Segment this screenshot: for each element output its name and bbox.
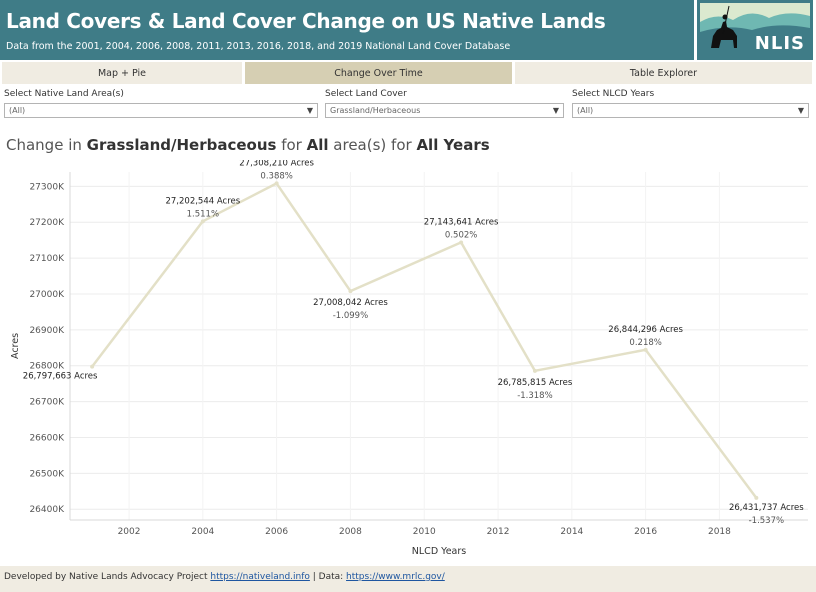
data-pct-label: -1.318% bbox=[517, 391, 552, 401]
tab-bar: Map + Pie Change Over Time Table Explore… bbox=[0, 62, 816, 84]
chart-title-part: for bbox=[276, 136, 307, 154]
series-line bbox=[91, 182, 758, 499]
chart-title-years: All Years bbox=[416, 136, 490, 154]
data-point[interactable] bbox=[348, 289, 353, 294]
land-cover-filter: Select Land Cover Grassland/Herbaceous ▼ bbox=[325, 89, 564, 118]
native-land-area-filter-label: Select Native Land Area(s) bbox=[4, 89, 124, 99]
nlcd-years-filter: Select NLCD Years (All) ▼ bbox=[572, 89, 809, 118]
logo-text: NLIS bbox=[754, 33, 805, 54]
chevron-down-icon: ▼ bbox=[797, 106, 804, 115]
footer-text: Developed by Native Lands Advocacy Proje… bbox=[4, 572, 211, 582]
data-point[interactable] bbox=[200, 219, 205, 224]
data-label: 27,008,042 Acres bbox=[313, 298, 388, 308]
land-cover-select[interactable]: Grassland/Herbaceous ▼ bbox=[325, 103, 564, 118]
native-land-area-filter: Select Native Land Area(s) (All) ▼ bbox=[4, 89, 318, 118]
x-tick-label: 2004 bbox=[191, 527, 214, 537]
x-tick-label: 2018 bbox=[708, 527, 731, 537]
data-point[interactable] bbox=[90, 364, 95, 369]
data-pct-label: 0.218% bbox=[629, 338, 661, 348]
tab-map-pie-label: Map + Pie bbox=[97, 67, 147, 79]
chart-title-part: Change in bbox=[6, 136, 87, 154]
data-pct-label: 0.502% bbox=[445, 230, 477, 240]
x-tick-label: 2008 bbox=[339, 527, 362, 537]
data-point[interactable] bbox=[274, 181, 279, 186]
y-axis-title: Acres bbox=[10, 333, 21, 359]
data-label: 26,431,737 Acres bbox=[729, 503, 804, 513]
x-tick-label: 2002 bbox=[118, 527, 141, 537]
nativeland-link[interactable]: https://nativeland.info bbox=[210, 572, 310, 582]
data-point[interactable] bbox=[532, 368, 537, 373]
data-label: 26,844,296 Acres bbox=[608, 325, 683, 335]
y-tick-label: 26400K bbox=[29, 505, 65, 515]
y-tick-label: 27000K bbox=[29, 290, 65, 300]
x-tick-label: 2016 bbox=[634, 527, 657, 537]
data-pct-label: -1.537% bbox=[749, 516, 784, 526]
line-chart-svg: 26400K 26500K 26600K 26700K 26800K 26900K 2700… bbox=[10, 158, 808, 557]
data-pct-label: 0.388% bbox=[260, 171, 292, 181]
x-tick-label: 2010 bbox=[413, 527, 436, 537]
chart-title-landcover: Grassland/Herbaceous bbox=[86, 136, 277, 154]
data-label: 27,143,641 Acres bbox=[424, 217, 499, 227]
data-pct-label: 1.511% bbox=[187, 209, 219, 219]
nlis-logo[interactable]: NLIS bbox=[697, 0, 813, 60]
chart-title: Change in Grassland/Herbaceous for All a… bbox=[6, 136, 490, 154]
filter-bar: Select Native Land Area(s) (All) ▼ Selec… bbox=[0, 89, 816, 121]
footer: Developed by Native Lands Advocacy Proje… bbox=[0, 566, 816, 592]
y-tick-label: 26700K bbox=[29, 398, 65, 408]
x-tick-label: 2006 bbox=[265, 527, 288, 537]
page-subtitle: Data from the 2001, 2004, 2006, 2008, 20… bbox=[6, 41, 511, 52]
y-tick-label: 26800K bbox=[29, 362, 65, 372]
data-label: 27,308,210 Acres bbox=[239, 160, 314, 168]
line-chart: 26400K 26500K 26600K 26700K 26800K 26900K 2700… bbox=[0, 158, 816, 560]
data-pct-label: -1.099% bbox=[333, 311, 368, 321]
native-land-area-select-value: (All) bbox=[9, 106, 26, 115]
tab-change-over-time[interactable]: Change Over Time bbox=[245, 62, 512, 84]
tab-table-explorer[interactable]: Table Explorer bbox=[515, 62, 812, 84]
chevron-down-icon: ▼ bbox=[306, 106, 313, 115]
tab-change-over-time-label: Change Over Time bbox=[334, 67, 423, 79]
y-tick-label: 26600K bbox=[29, 433, 65, 443]
x-tick-label: 2014 bbox=[560, 527, 583, 537]
x-axis-title: NLCD Years bbox=[412, 546, 466, 557]
y-tick-label: 27100K bbox=[29, 254, 65, 264]
x-tick-label: 2012 bbox=[487, 527, 510, 537]
footer-text: | Data: bbox=[309, 572, 347, 582]
nlcd-years-filter-label: Select NLCD Years bbox=[572, 89, 655, 99]
mrlc-link[interactable]: https://www.mrlc.gov/ bbox=[346, 572, 445, 582]
y-tick-label: 26500K bbox=[29, 469, 65, 479]
tab-table-explorer-label: Table Explorer bbox=[629, 67, 698, 79]
header-banner: Land Covers & Land Cover Change on US Na… bbox=[0, 0, 694, 60]
y-tick-label: 26900K bbox=[29, 326, 65, 336]
chevron-down-icon: ▼ bbox=[552, 106, 559, 115]
data-point[interactable] bbox=[459, 240, 464, 245]
y-tick-label: 27300K bbox=[29, 182, 65, 192]
chart-title-part: area(s) for bbox=[328, 136, 417, 154]
land-cover-filter-label: Select Land Cover bbox=[325, 89, 407, 99]
land-cover-select-value: Grassland/Herbaceous bbox=[330, 106, 421, 115]
tab-map-pie[interactable]: Map + Pie bbox=[2, 62, 242, 84]
page-title: Land Covers & Land Cover Change on US Na… bbox=[6, 9, 606, 33]
data-label: 27,202,544 Acres bbox=[165, 196, 240, 206]
data-label: 26,785,815 Acres bbox=[498, 378, 573, 388]
y-tick-label: 27200K bbox=[29, 218, 65, 228]
data-label: 26,797,663 Acres bbox=[23, 372, 98, 382]
nlcd-years-select[interactable]: (All) ▼ bbox=[572, 103, 809, 118]
data-point[interactable] bbox=[643, 347, 648, 352]
nlcd-years-select-value: (All) bbox=[577, 106, 594, 115]
data-point[interactable] bbox=[754, 495, 759, 500]
native-land-area-select[interactable]: (All) ▼ bbox=[4, 103, 318, 118]
chart-title-area: All bbox=[306, 136, 329, 154]
